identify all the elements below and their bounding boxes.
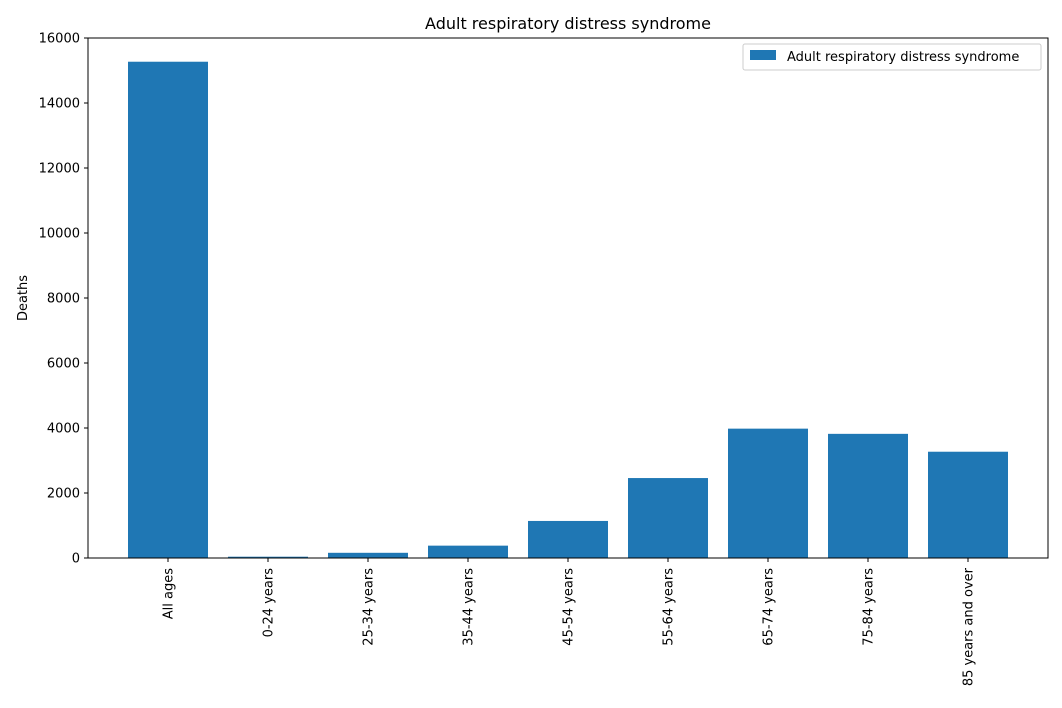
x-tick-label: 35-44 years	[462, 568, 477, 646]
x-tick-label: 25-34 years	[362, 568, 377, 646]
y-tick-label: 2000	[47, 487, 80, 502]
chart-title: Adult respiratory distress syndrome	[425, 14, 711, 33]
plot-frame	[87, 37, 1049, 559]
x-axis-ticks: All ages 0-24 years 25-34 years 35-44 years…	[162, 558, 977, 686]
x-tick-label: 0-24 years	[262, 568, 277, 638]
bar	[228, 556, 308, 558]
y-tick-label: 6000	[47, 357, 80, 372]
y-tick-label: 0	[72, 552, 80, 567]
bar	[628, 478, 708, 558]
x-tick-label: 85 years and over	[962, 567, 977, 686]
bar	[128, 61, 208, 558]
bar	[928, 451, 1008, 558]
bar	[428, 545, 508, 558]
y-tick-label: 12000	[39, 162, 80, 177]
bar	[328, 552, 408, 558]
x-tick-label: All ages	[162, 568, 177, 619]
y-tick-label: 8000	[47, 292, 80, 307]
y-tick-label: 10000	[39, 227, 80, 242]
bar	[528, 520, 608, 558]
bar	[828, 433, 908, 558]
x-tick-label: 65-74 years	[762, 568, 777, 646]
y-tick-label: 16000	[39, 32, 80, 47]
x-tick-label: 45-54 years	[562, 568, 577, 646]
x-tick-label: 75-84 years	[862, 568, 877, 646]
legend-label: Adult respiratory distress syndrome	[787, 50, 1019, 65]
y-axis-ticks: 0 2000 4000 6000 8000 10000 12000 14000 16000	[39, 32, 88, 567]
bar	[728, 428, 808, 558]
bars-group	[128, 61, 1008, 558]
legend-box	[742, 43, 1042, 71]
y-axis-label: Deaths	[16, 275, 31, 321]
legend: Adult respiratory distress syndrome	[742, 43, 1042, 71]
y-tick-label: 4000	[47, 422, 80, 437]
y-tick-label: 14000	[39, 97, 80, 112]
legend-swatch	[750, 50, 776, 60]
x-tick-label: 55-64 years	[662, 568, 677, 646]
